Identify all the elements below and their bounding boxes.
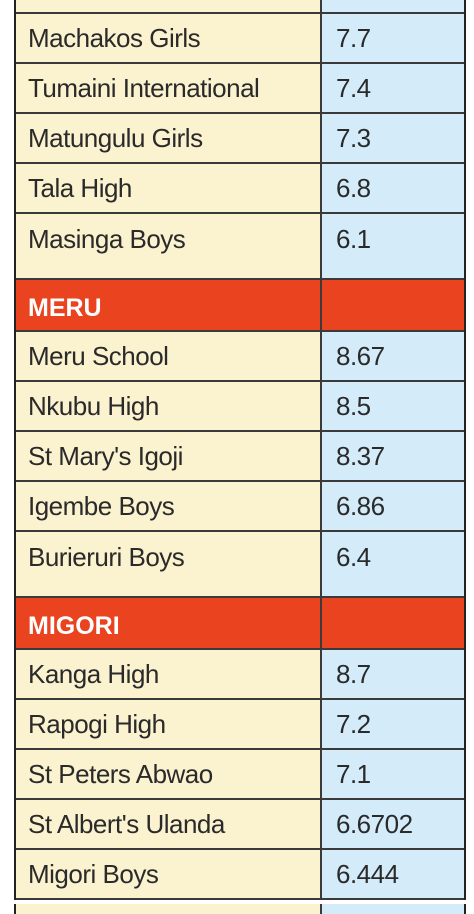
school-name: Kanga High — [16, 650, 322, 698]
table-row: Meru School 8.67 — [16, 332, 464, 382]
mean-score: 6.1 — [322, 214, 464, 278]
mean-score: 7.7 — [322, 14, 464, 62]
school-name: St Peters Abwao — [16, 750, 322, 798]
table-row: Migori Boys 6.444 — [16, 850, 464, 900]
mean-score: 6.444 — [322, 850, 464, 898]
mean-score: 7.3 — [322, 114, 464, 162]
school-name: Igembe Boys — [16, 482, 322, 530]
school-name: Burieruri Boys — [16, 532, 322, 596]
school-name: St Albert's Ulanda — [16, 800, 322, 848]
school-name: Machakos Girls — [16, 14, 322, 62]
school-name: Nkubu High — [16, 382, 322, 430]
table-row: Matungulu Girls 7.3 — [16, 114, 464, 164]
school-name: Tala High — [16, 164, 322, 212]
county-heading: MIGORI — [16, 598, 322, 648]
school-name: Rapogi High — [16, 700, 322, 748]
table-row-partial — [16, 0, 464, 14]
table-row-partial-bottom — [14, 904, 466, 914]
mean-score: 6.8 — [322, 164, 464, 212]
mean-score: 8.67 — [322, 332, 464, 380]
mean-score: 8.7 — [322, 650, 464, 698]
school-name: Meru School — [16, 332, 322, 380]
county-header-migori: MIGORI — [16, 598, 464, 650]
table-row: Nkubu High 8.5 — [16, 382, 464, 432]
table-row: St Albert's Ulanda 6.6702 — [16, 800, 464, 850]
table-row: Masinga Boys 6.1 — [16, 214, 464, 280]
table-row: Rapogi High 7.2 — [16, 700, 464, 750]
mean-score: 6.4 — [322, 532, 464, 596]
mean-score: 8.5 — [322, 382, 464, 430]
school-name: Migori Boys — [16, 850, 322, 898]
mean-score: 6.6702 — [322, 800, 464, 848]
county-header-meru: MERU — [16, 280, 464, 332]
table-row: Burieruri Boys 6.4 — [16, 532, 464, 598]
school-name: Matungulu Girls — [16, 114, 322, 162]
mean-score: 7.1 — [322, 750, 464, 798]
table-row: Tumaini International 7.4 — [16, 64, 464, 114]
school-name: Masinga Boys — [16, 214, 322, 278]
school-name: Tumaini International — [16, 64, 322, 112]
table-row: Machakos Girls 7.7 — [16, 14, 464, 64]
mean-score: 6.86 — [322, 482, 464, 530]
results-table: Machakos Girls 7.7 Tumaini International… — [14, 0, 466, 900]
mean-score: 7.2 — [322, 700, 464, 748]
mean-score: 7.4 — [322, 64, 464, 112]
school-name: St Mary's Igoji — [16, 432, 322, 480]
table-row: Igembe Boys 6.86 — [16, 482, 464, 532]
table-row: St Mary's Igoji 8.37 — [16, 432, 464, 482]
county-heading: MERU — [16, 280, 322, 330]
table-row: Kanga High 8.7 — [16, 650, 464, 700]
table-row: St Peters Abwao 7.1 — [16, 750, 464, 800]
mean-score: 8.37 — [322, 432, 464, 480]
table-row: Tala High 6.8 — [16, 164, 464, 214]
